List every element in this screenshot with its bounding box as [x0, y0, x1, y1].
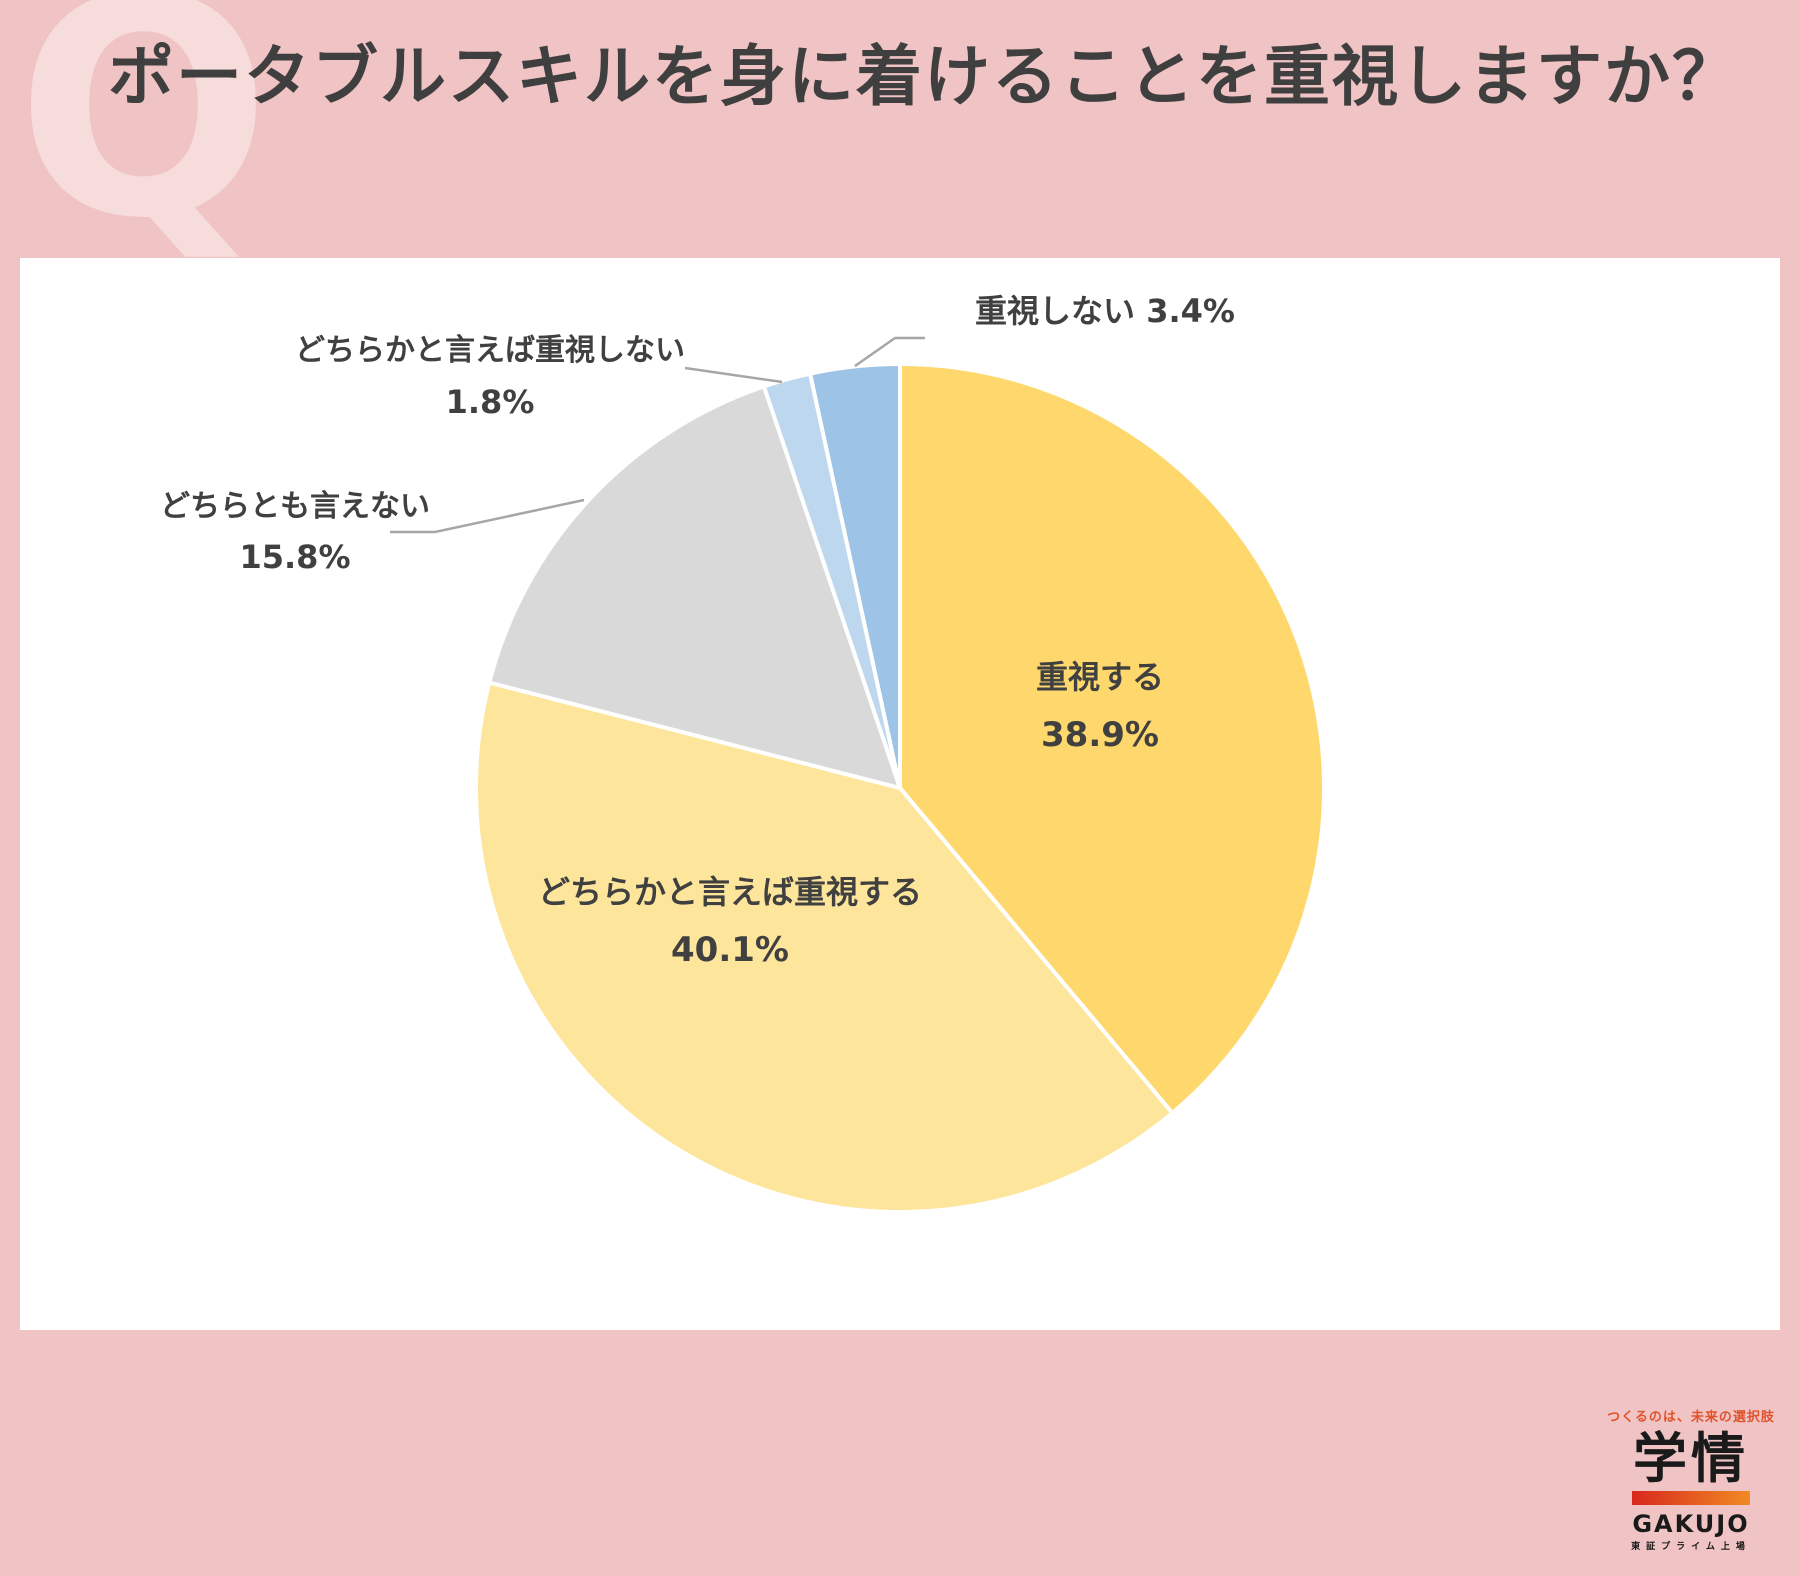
- pie-slice-0: [898, 362, 1326, 1115]
- slice-label-1: どちらかと言えば重視する: [538, 873, 922, 911]
- logo-sub: 東証プライム上場: [1631, 1542, 1751, 1552]
- logo-kanji: 学情: [1633, 1427, 1749, 1490]
- slice-value-0: 38.9%: [1041, 715, 1159, 755]
- logo-tagline: つくるのは、未来の選択肢: [1607, 1410, 1775, 1425]
- slice-value-3: 1.8%: [446, 383, 535, 421]
- slice-name-4: 重視しない: [975, 292, 1146, 330]
- slice-value-1: 40.1%: [671, 930, 789, 970]
- logo-bar: [1632, 1491, 1750, 1505]
- leader-line-2: [390, 498, 585, 534]
- pie-chart: 重視する 38.9% どちらかと言えば重視する 40.1% どちらとも言えない 15.8%…: [160, 292, 1326, 1214]
- pie-slice-4: [808, 362, 902, 790]
- leader-line-3: [684, 366, 783, 384]
- slice-label-0: 重視する: [1036, 658, 1164, 696]
- logo-name: GAKUJO: [1632, 1510, 1750, 1538]
- slice-value-2: 15.8%: [239, 538, 350, 576]
- chart-panel: 重視する 38.9% どちらかと言えば重視する 40.1% どちらとも言えない 15.8%…: [20, 258, 1780, 1552]
- slice-label-4: 重視しない 3.4%: [975, 292, 1235, 330]
- leader-line-4: [854, 336, 925, 368]
- page-title: ポータブルスキルを身に着けることを重視しますか？: [108, 38, 1740, 115]
- pie-slice-1: [474, 680, 1175, 1214]
- slice-label-3: どちらかと言えば重視しない: [295, 333, 685, 368]
- slice-label-2: どちらとも言えない: [160, 489, 430, 524]
- slice-value-4: 3.4%: [1146, 292, 1235, 330]
- gakujo-logo: つくるのは、未来の選択肢 学情 GAKUJO 東証プライム上場: [1596, 1406, 1786, 1576]
